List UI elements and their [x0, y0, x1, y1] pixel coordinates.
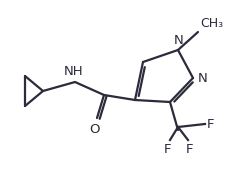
Text: F: F [164, 143, 172, 156]
Text: N: N [198, 73, 208, 86]
Text: O: O [90, 123, 100, 136]
Text: F: F [207, 117, 214, 131]
Text: F: F [186, 143, 194, 156]
Text: CH₃: CH₃ [200, 17, 223, 30]
Text: NH: NH [64, 65, 84, 78]
Text: N: N [174, 34, 184, 47]
